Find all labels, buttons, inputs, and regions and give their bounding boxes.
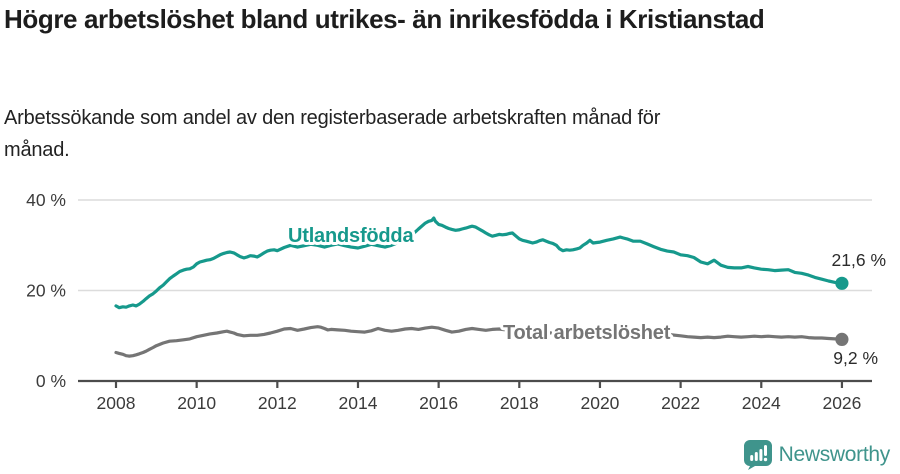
series-line-1 xyxy=(114,325,844,358)
y-axis-label: 20 % xyxy=(26,281,66,301)
newsworthy-logo: Newsworthy xyxy=(743,440,891,470)
y-axis-label: 0 % xyxy=(36,371,66,391)
newsworthy-brand-text: Newsworthy xyxy=(778,443,891,466)
series-label-0: Utlandsfödda xyxy=(288,225,414,247)
series-end-dot-1 xyxy=(835,332,849,346)
x-axis-tick-label: 2014 xyxy=(339,393,378,413)
x-axis-tick-label: 2024 xyxy=(742,393,781,413)
series-line-0 xyxy=(114,216,844,310)
unemployment-line-chart: 0 % 20 % 40 % 2008 2010 2012 2014 2016 2018 2020 2… xyxy=(26,190,888,413)
x-axis-tick-label: 2020 xyxy=(580,393,619,413)
x-axis-tick-label: 2016 xyxy=(419,393,458,413)
x-axis-tick-label: 2008 xyxy=(97,393,136,413)
series-end-dot-0 xyxy=(835,276,849,290)
newsworthy-logo-icon xyxy=(743,440,772,470)
x-axis-tick-label: 2022 xyxy=(661,393,700,413)
series-end-value-0: 21,6 % xyxy=(832,250,886,270)
x-axis-tick-label: 2018 xyxy=(500,393,539,413)
page-title: Högre arbetslöshet bland utrikes- än inr… xyxy=(4,4,765,34)
series-label-1: Total arbetslöshet xyxy=(503,322,671,344)
x-axis-tick-label: 2012 xyxy=(258,393,297,413)
x-axis-tick-label: 2026 xyxy=(822,393,861,413)
x-axis-tick-label: 2010 xyxy=(177,393,216,413)
y-axis-label: 40 % xyxy=(26,190,66,210)
series-end-value-1: 9,2 % xyxy=(833,348,878,368)
chart-subtitle: Arbetssökande som andel av den registerb… xyxy=(4,107,661,162)
